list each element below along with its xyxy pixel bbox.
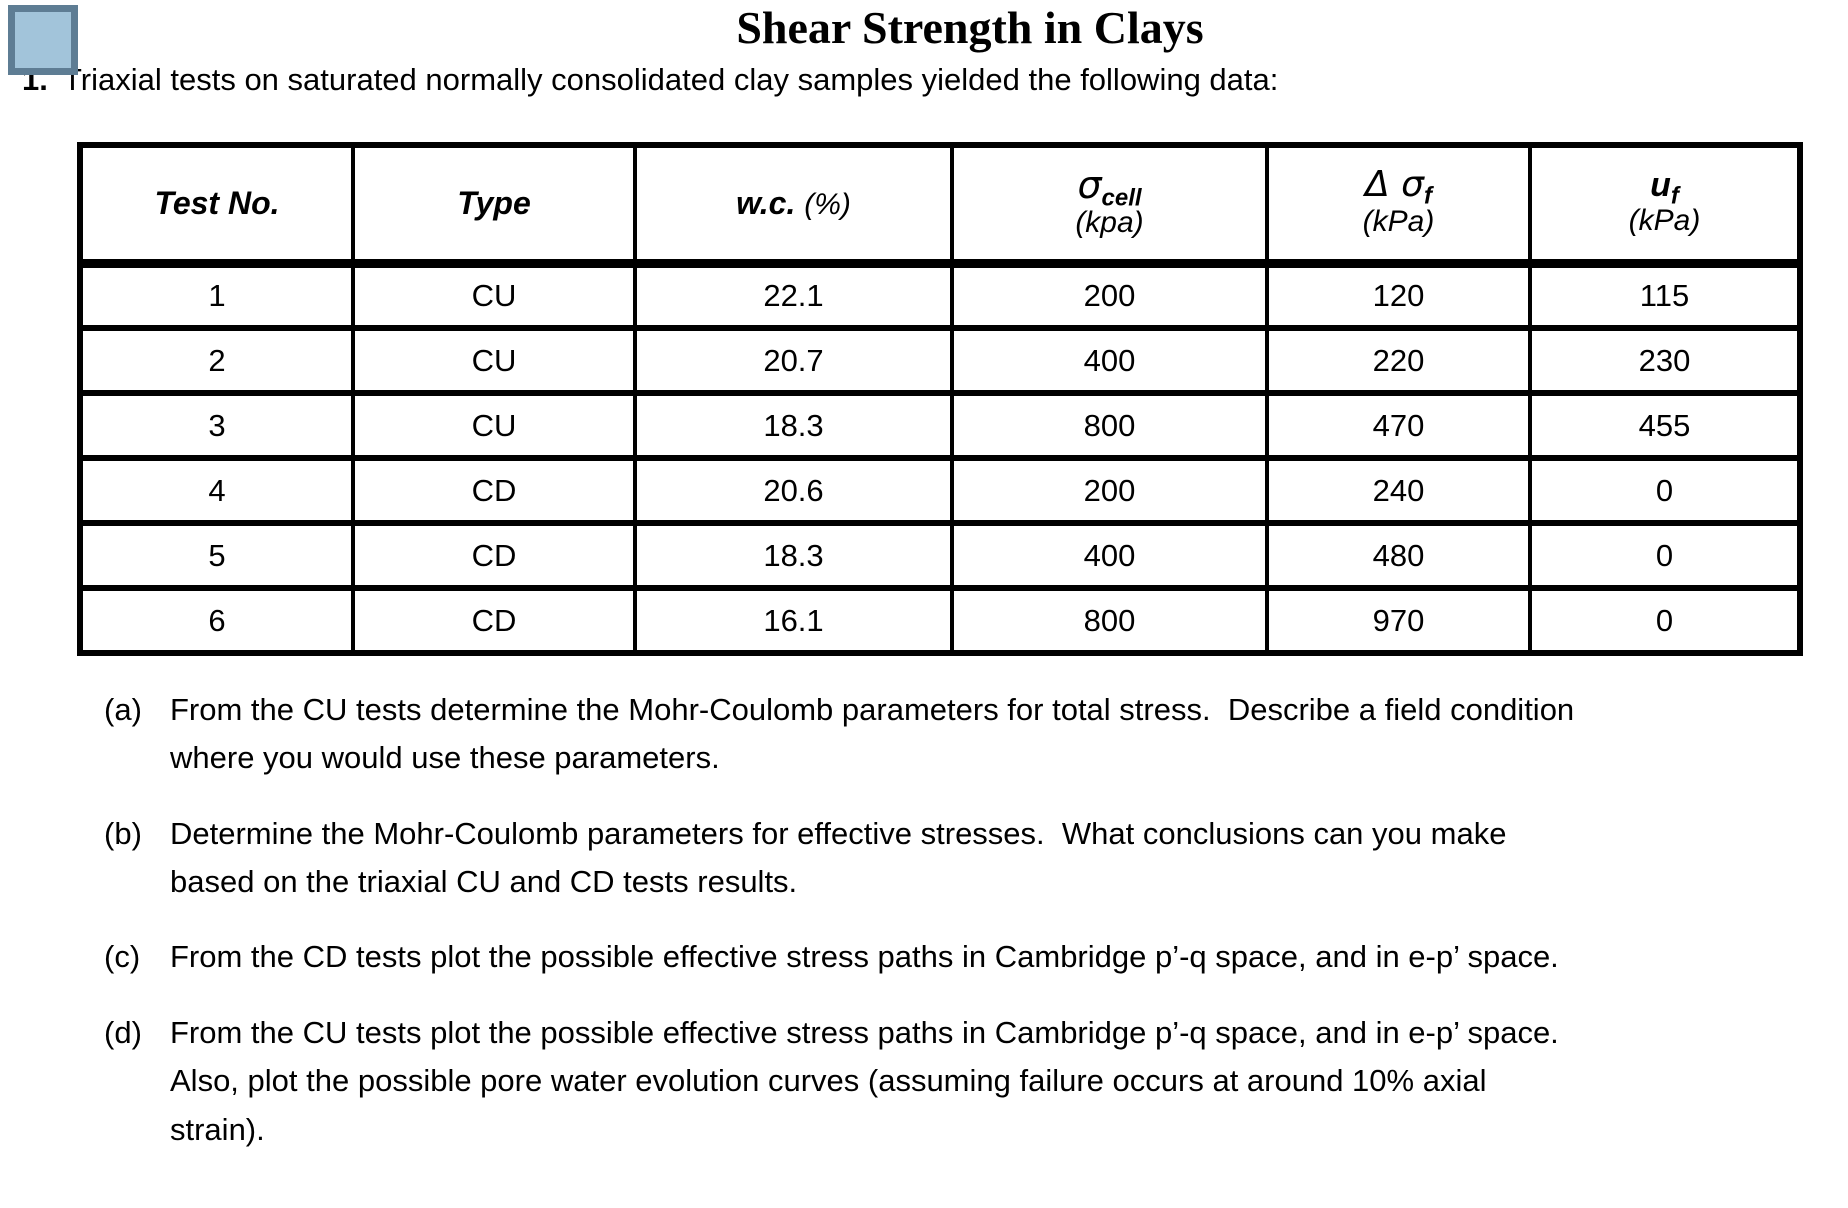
table-cell: 220 (1265, 325, 1532, 397)
table-cell: 240 (1265, 455, 1532, 527)
blue-square-icon (8, 5, 78, 75)
table-cell: CU (351, 325, 637, 397)
table-cell: CD (351, 455, 637, 527)
table-row: 1 CU 22.1 200 120 115 (78, 260, 1802, 332)
col-header-uf: uf (kPa) (1528, 142, 1802, 268)
table-cell: 115 (1528, 260, 1802, 332)
table-cell: 455 (1528, 390, 1802, 462)
question-d-label: (d) (104, 1014, 142, 1050)
table-cell: 0 (1528, 455, 1802, 527)
table-cell: 0 (1528, 585, 1802, 657)
table-cell: 120 (1265, 260, 1532, 332)
table-row: 4 CD 20.6 200 240 0 (78, 455, 1802, 527)
table-cell: 470 (1265, 390, 1532, 462)
table-cell: 16.1 (633, 585, 954, 657)
table-cell: 200 (950, 260, 1269, 332)
problem-intro: 1. Triaxial tests on saturated normally … (0, 61, 1848, 100)
table-cell: 400 (950, 325, 1269, 397)
col-header-sigma-cell: σcell (kpa) (950, 142, 1269, 268)
table-cell: 20.7 (633, 325, 954, 397)
col-header-type: Type (351, 142, 637, 268)
page-title: Shear Strength in Clays (736, 2, 1204, 53)
table-cell: 800 (950, 585, 1269, 657)
table-cell: 20.6 (633, 455, 954, 527)
col-header-delta-sigma-f: Δ σf (kPa) (1265, 142, 1532, 268)
table-row: 6 CD 16.1 800 970 0 (78, 585, 1802, 657)
table-cell: CU (351, 390, 637, 462)
table-cell: CD (351, 585, 637, 657)
table-cell: 230 (1528, 325, 1802, 397)
table-cell: 3 (78, 390, 355, 462)
question-a-text: From the CU tests determine the Mohr-Cou… (170, 692, 1583, 776)
problem-intro-text: Triaxial tests on saturated normally con… (63, 62, 1279, 98)
table-cell: 480 (1265, 520, 1532, 592)
question-list: (a) From the CU tests determine the Mohr… (0, 686, 1848, 1154)
table-cell: 18.3 (633, 520, 954, 592)
table-cell: 5 (78, 520, 355, 592)
table-cell: 200 (950, 455, 1269, 527)
table-cell: 800 (950, 390, 1269, 462)
question-d-text: From the CU tests plot the possible effe… (170, 1014, 1566, 1147)
question-c-text: From the CD tests plot the possible effe… (170, 939, 1559, 975)
table-row: 3 CU 18.3 800 470 455 (78, 390, 1802, 462)
table-cell: CU (351, 260, 637, 332)
table-row: 2 CU 20.7 400 220 230 (78, 325, 1802, 397)
col-header-test-no: Test No. (78, 142, 355, 268)
table-header-row: Test No. Type w.c. (%) σcell (kpa) Δ σf … (78, 142, 1802, 268)
table-cell: 0 (1528, 520, 1802, 592)
question-c: (c) From the CD tests plot the possible … (0, 933, 1848, 981)
question-b-text: Determine the Mohr-Coulomb parameters fo… (170, 815, 1516, 900)
question-c-label: (c) (104, 939, 141, 975)
question-a: (a) From the CU tests determine the Mohr… (0, 686, 1848, 783)
table-cell: 2 (78, 325, 355, 397)
table-cell: 1 (78, 260, 355, 332)
table-cell: 400 (950, 520, 1269, 592)
table-row: 5 CD 18.3 400 480 0 (78, 520, 1802, 592)
table-body: 1 CU 22.1 200 120 115 2 CU 20.7 400 220 230 3 CU 18.3 8… (78, 260, 1802, 657)
table-cell: 970 (1265, 585, 1532, 657)
table-cell: 22.1 (633, 260, 954, 332)
question-d: (d) From the CU tests plot the possible … (0, 1009, 1848, 1154)
table-cell: 18.3 (633, 390, 954, 462)
table-cell: 6 (78, 585, 355, 657)
col-header-wc: w.c. (%) (633, 142, 954, 268)
question-b: (b) Determine the Mohr-Coulomb parameter… (0, 810, 1848, 907)
question-a-label: (a) (104, 692, 142, 728)
question-b-label: (b) (104, 815, 142, 851)
triaxial-test-table: Test No. Type w.c. (%) σcell (kpa) Δ σf … (77, 142, 1803, 657)
table-cell: 4 (78, 455, 355, 527)
table-cell: CD (351, 520, 637, 592)
